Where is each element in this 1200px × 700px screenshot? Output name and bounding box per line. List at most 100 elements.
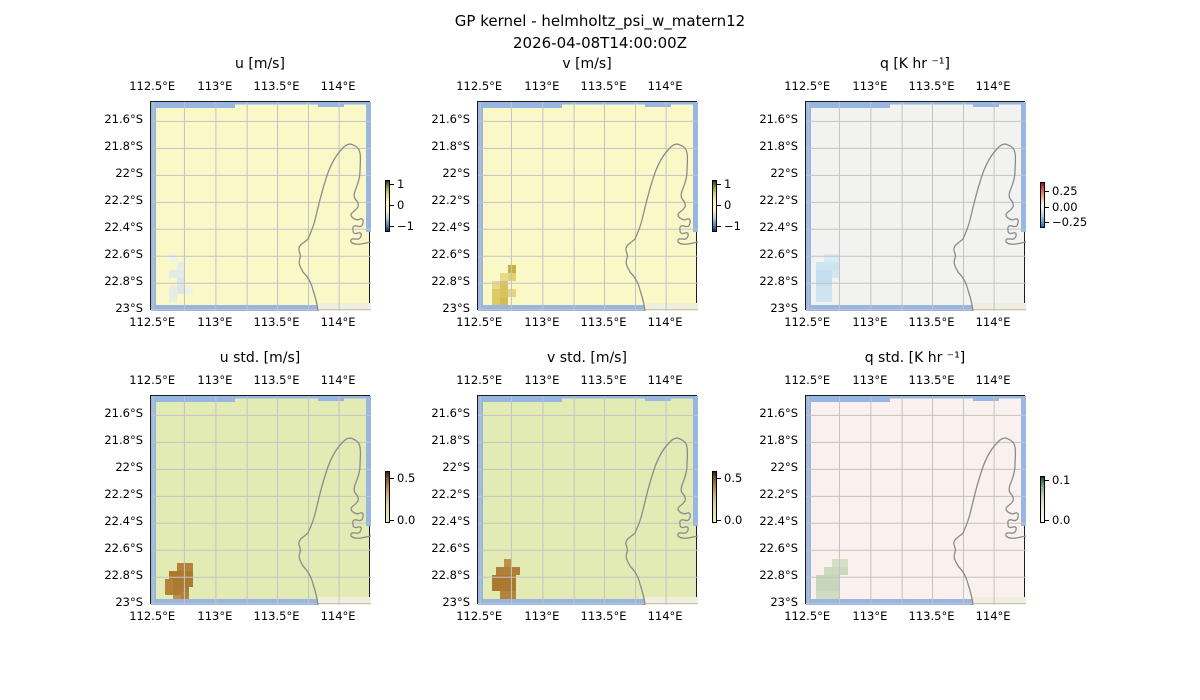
colorbar-u_std xyxy=(385,471,390,523)
ocean-strip xyxy=(806,102,1026,105)
lat-tick-label-q_std: 22.8°S xyxy=(759,568,798,583)
lat-tick-label-q: 22.4°S xyxy=(759,220,798,235)
colorbar-tick-label-q: 0.25 xyxy=(1052,184,1078,199)
anomaly-patch-cell xyxy=(508,289,516,297)
map-v xyxy=(477,101,698,311)
lat-tick-label-q_std: 21.8°S xyxy=(759,433,798,448)
anomaly-patch-cell xyxy=(500,281,508,297)
lat-tick-label-v_std: 22°S xyxy=(442,460,470,475)
anomaly-patch-cell xyxy=(169,571,193,587)
anomaly-patch-cell xyxy=(177,262,185,270)
ocean-strip xyxy=(478,396,698,399)
colorbar-tick-v xyxy=(717,204,721,206)
lat-tick-label-q_std: 21.6°S xyxy=(759,406,798,421)
lon-tick-label-top-v_std: 113.5°E xyxy=(580,373,627,387)
lat-tick-label-u: 21.6°S xyxy=(104,112,143,127)
ocean-strip xyxy=(693,396,698,526)
lat-tick-label-q_std: 23°S xyxy=(770,594,798,609)
colorbar-tick-u xyxy=(390,226,394,228)
lat-tick-label-u: 22.2°S xyxy=(104,193,143,208)
lat-tick-label-u: 22.8°S xyxy=(104,274,143,289)
lat-tick-label-v_std: 21.6°S xyxy=(431,406,470,421)
lat-tick-label-q: 22°S xyxy=(770,166,798,181)
ocean-strip xyxy=(806,102,890,108)
ocean-strip xyxy=(151,102,235,108)
land-strip xyxy=(645,597,698,605)
lon-tick-label-bottom-v_std: 113.5°E xyxy=(580,609,627,623)
anomaly-patch-cell xyxy=(169,254,177,262)
lon-tick-label-top-q: 112.5°E xyxy=(784,79,831,93)
colorbar-q_std xyxy=(1040,476,1045,523)
ocean-strip xyxy=(478,305,645,311)
lon-tick-label-bottom-v_std: 113°E xyxy=(524,609,560,623)
anomaly-patch-cell xyxy=(504,559,512,567)
ocean-strip xyxy=(693,102,698,232)
lon-tick-label-bottom-v_std: 112.5°E xyxy=(456,609,503,623)
lat-tick-label-q: 22.2°S xyxy=(759,193,798,208)
lon-tick-label-top-u: 114°E xyxy=(320,79,356,93)
lat-tick-label-q_std: 22.6°S xyxy=(759,541,798,556)
ocean-strip xyxy=(366,396,371,526)
anomaly-patch-cell xyxy=(816,286,832,302)
ocean-strip xyxy=(973,396,999,401)
colorbar-tick-v_std xyxy=(717,520,721,522)
lon-tick-label-top-u: 112.5°E xyxy=(129,79,176,93)
lon-tick-label-top-q_std: 113.5°E xyxy=(908,373,955,387)
colorbar-tick-u xyxy=(390,183,394,185)
lon-tick-label-bottom-q_std: 112.5°E xyxy=(784,609,831,623)
ocean-strip xyxy=(1021,102,1026,232)
lat-tick-label-q: 23°S xyxy=(770,300,798,315)
colorbar-v xyxy=(712,180,717,232)
panel-title-v: v [m/s] xyxy=(562,56,612,72)
colorbar-tick-v_std xyxy=(717,477,721,479)
map-canvas-q_std xyxy=(806,396,1026,605)
lon-tick-label-top-v: 114°E xyxy=(647,79,683,93)
lon-tick-label-bottom-u_std: 114°E xyxy=(320,609,356,623)
anomaly-patch-cell xyxy=(824,254,840,262)
lon-tick-label-bottom-v: 112.5°E xyxy=(456,315,503,329)
colorbar-tick-label-v: −1 xyxy=(724,219,741,234)
lon-tick-label-top-u: 113.5°E xyxy=(253,79,300,93)
anomaly-patch-cell xyxy=(500,591,516,600)
lon-tick-label-top-u_std: 113°E xyxy=(197,373,233,387)
colorbar-u xyxy=(385,180,390,232)
lat-tick-label-q_std: 22.2°S xyxy=(759,487,798,502)
ocean-strip xyxy=(151,599,318,605)
lon-tick-label-top-q: 113.5°E xyxy=(908,79,955,93)
lat-tick-label-v_std: 22.8°S xyxy=(431,568,470,583)
lat-tick-label-q_std: 22°S xyxy=(770,460,798,475)
lat-tick-label-u_std: 21.6°S xyxy=(104,406,143,421)
lon-tick-label-top-v_std: 112.5°E xyxy=(456,373,503,387)
anomaly-patch-cell xyxy=(173,587,189,595)
lon-tick-label-top-q: 114°E xyxy=(975,79,1011,93)
ocean-strip xyxy=(318,396,344,401)
colorbar-tick-label-q_std: 0.0 xyxy=(1052,512,1071,527)
map-u xyxy=(150,101,371,311)
lat-tick-label-u: 22°S xyxy=(115,166,143,181)
anomaly-patch-cell xyxy=(492,575,516,591)
anomaly-patch-cell xyxy=(500,273,508,281)
anomaly-patch-cell xyxy=(173,595,181,600)
lat-tick-label-u: 23°S xyxy=(115,300,143,315)
lon-tick-label-bottom-u: 113°E xyxy=(197,315,233,329)
anomaly-patch-cell xyxy=(492,281,500,289)
anomaly-patch-cell xyxy=(832,559,848,567)
colorbar-q xyxy=(1040,182,1045,228)
colorbar-tick-u xyxy=(390,204,394,206)
lon-tick-label-bottom-u: 112.5°E xyxy=(129,315,176,329)
colorbar-tick-label-v: 1 xyxy=(724,176,732,191)
land-strip xyxy=(645,303,698,311)
colorbar-tick-label-v_std: 0.0 xyxy=(724,513,743,528)
lat-tick-label-u_std: 22°S xyxy=(115,460,143,475)
lat-tick-label-u_std: 22.2°S xyxy=(104,487,143,502)
lat-tick-label-q: 22.8°S xyxy=(759,274,798,289)
lon-tick-label-bottom-q: 112.5°E xyxy=(784,315,831,329)
colorbar-tick-label-u: −1 xyxy=(397,219,414,234)
colorbar-tick-v xyxy=(717,183,721,185)
anomaly-patch-cell xyxy=(824,567,848,575)
map-q_std xyxy=(805,395,1026,605)
lat-tick-label-q: 21.8°S xyxy=(759,139,798,154)
ocean-strip xyxy=(366,102,371,232)
lat-tick-label-u: 22.4°S xyxy=(104,220,143,235)
